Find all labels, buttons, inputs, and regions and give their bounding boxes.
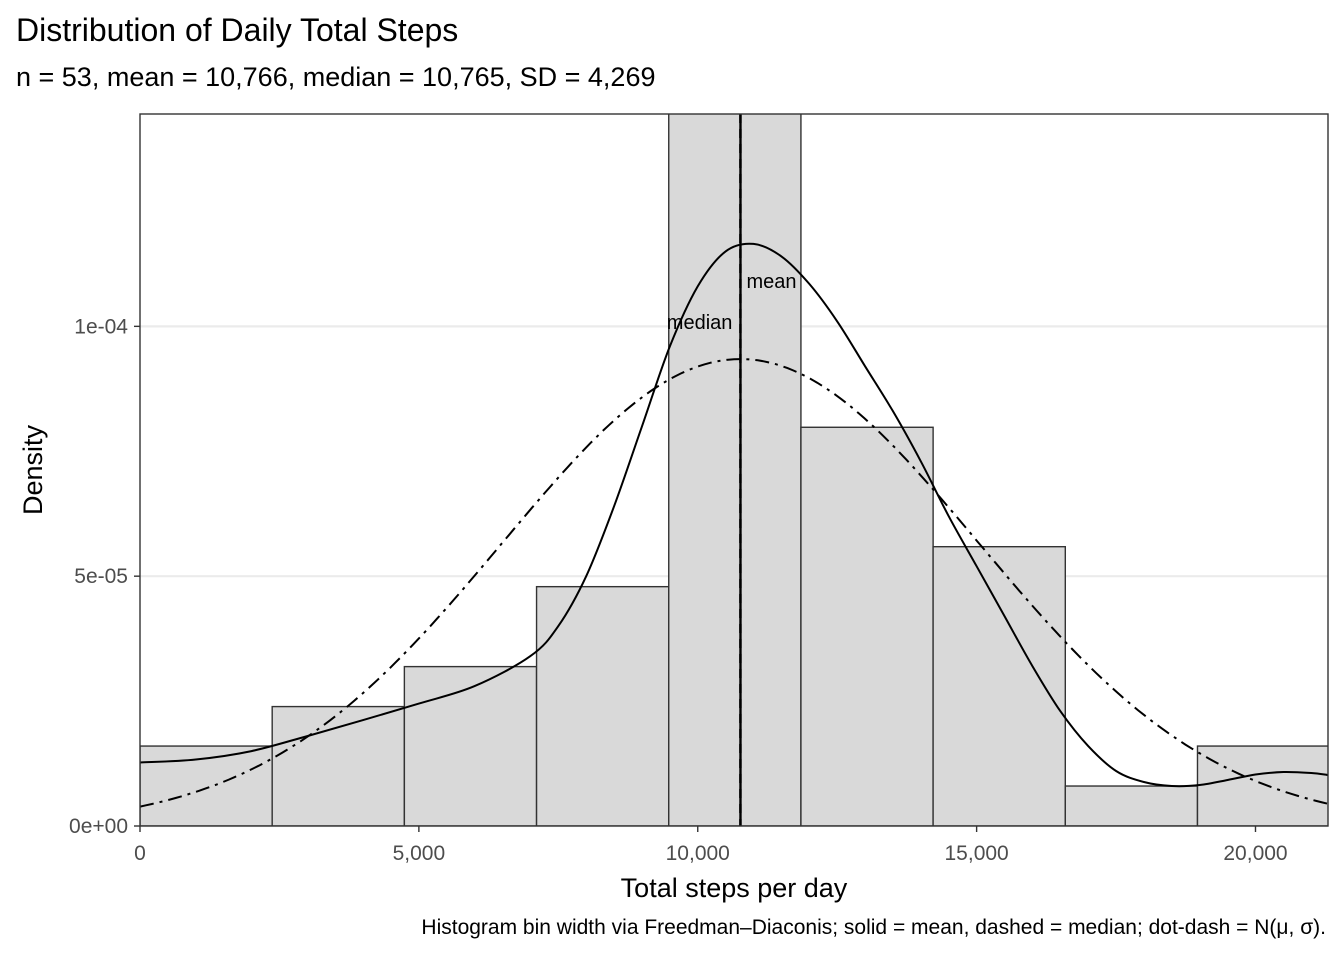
chart-caption: Histogram bin width via Freedman–Diaconi… <box>421 916 1326 939</box>
histogram-bar-7 <box>1064 785 1199 826</box>
chart-subtitle: n = 53, mean = 10,766, median = 10,765, … <box>16 62 656 92</box>
panel-border <box>139 113 1329 827</box>
x-tick-label-0: 0 <box>134 842 146 865</box>
x-tick-label-3: 15,000 <box>945 842 1009 865</box>
y-tick-label-1: 5e-05 <box>74 565 128 588</box>
x-axis-title: Total steps per day <box>621 873 848 903</box>
x-tick-label-1: 5,000 <box>393 842 446 865</box>
normal-fit-curve <box>140 358 1328 808</box>
histogram-bar-8 <box>1196 745 1328 826</box>
y-axis-title: Density <box>18 424 48 515</box>
kde-curve <box>140 242 1328 788</box>
histogram-bar-3 <box>535 585 670 826</box>
histogram-bar-0 <box>140 745 273 826</box>
x-tick-label-4: 20,000 <box>1223 842 1287 865</box>
chart-title: Distribution of Daily Total Steps <box>16 12 459 48</box>
histogram-bar-4 <box>668 114 802 826</box>
reference-lines: mean median <box>667 114 797 826</box>
curves-layer <box>140 242 1328 808</box>
median-label: median <box>667 312 733 334</box>
histogram-bar-2 <box>403 665 538 826</box>
histogram-bar-5 <box>800 426 934 826</box>
y-tick-label-0: 0e+00 <box>69 815 128 838</box>
histogram-bars <box>140 114 1328 826</box>
y-tick-label-2: 1e-04 <box>74 315 128 338</box>
x-tick-label-2: 10,000 <box>666 842 730 865</box>
histogram-bar-6 <box>932 545 1067 826</box>
mean-label: mean <box>746 271 796 293</box>
histogram-bar-1 <box>271 705 406 826</box>
axis-ticks: 0 5,000 10,000 15,000 20,000 0e+00 5e-05 1e-04 <box>69 315 1288 865</box>
